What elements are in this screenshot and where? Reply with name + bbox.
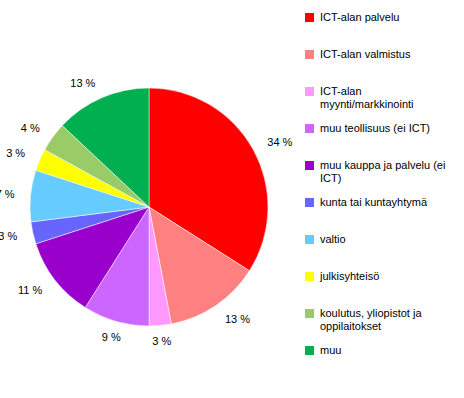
- legend-item: muu: [305, 344, 455, 357]
- data-label: 9 %: [102, 331, 121, 343]
- data-label: 34 %: [267, 136, 292, 148]
- legend-label: muu teollisuus (ei ICT): [320, 122, 455, 135]
- legend-label: ICT-alan myynti/markkinointi: [320, 85, 455, 111]
- legend-item: koulutus, yliopistot ja oppilaitokset: [305, 307, 455, 333]
- legend-swatch: [305, 124, 314, 133]
- legend-item: muu kauppa ja palvelu (ei ICT): [305, 159, 455, 185]
- legend-item: valtio: [305, 233, 455, 246]
- legend-item: kunta tai kuntayhtymä: [305, 196, 455, 209]
- legend-swatch: [305, 235, 314, 244]
- slice: [62, 88, 149, 207]
- legend-item: ICT-alan valmistus: [305, 48, 455, 61]
- legend-swatch: [305, 272, 314, 281]
- legend-swatch: [305, 50, 314, 59]
- legend-swatch: [305, 87, 314, 96]
- slice: [149, 207, 171, 326]
- data-label: 3 %: [0, 230, 17, 242]
- data-label: 7 %: [0, 188, 15, 200]
- legend-swatch: [305, 13, 314, 22]
- data-label: 13 %: [70, 77, 95, 89]
- legend-item: ICT-alan myynti/markkinointi: [305, 85, 455, 111]
- legend-label: kunta tai kuntayhtymä: [320, 196, 455, 209]
- pie: [30, 88, 268, 326]
- data-label: 4 %: [21, 122, 40, 134]
- legend-label: julkisyhteisö: [320, 270, 455, 283]
- legend-label: muu: [320, 344, 455, 357]
- legend-swatch: [305, 309, 314, 318]
- legend-swatch: [305, 346, 314, 355]
- legend-label: ICT-alan valmistus: [320, 48, 455, 61]
- legend-item: muu teollisuus (ei ICT): [305, 122, 455, 135]
- data-label: 3 %: [6, 147, 25, 159]
- legend-swatch: [305, 161, 314, 170]
- legend-item: ICT-alan palvelu: [305, 11, 455, 24]
- data-label: 13 %: [225, 313, 250, 325]
- legend-label: muu kauppa ja palvelu (ei ICT): [320, 159, 455, 185]
- data-label: 3 %: [152, 335, 171, 347]
- data-label: 11 %: [18, 284, 42, 296]
- legend-swatch: [305, 198, 314, 207]
- legend-label: koulutus, yliopistot ja oppilaitokset: [320, 307, 455, 333]
- legend-item: julkisyhteisö: [305, 270, 455, 283]
- data-labels: 34 % 13 % 3 % 9 % 11 % 3 % 7 % 3 % 4 % 13 %: [0, 77, 293, 347]
- legend-label: ICT-alan palvelu: [320, 11, 455, 24]
- legend-label: valtio: [320, 233, 455, 246]
